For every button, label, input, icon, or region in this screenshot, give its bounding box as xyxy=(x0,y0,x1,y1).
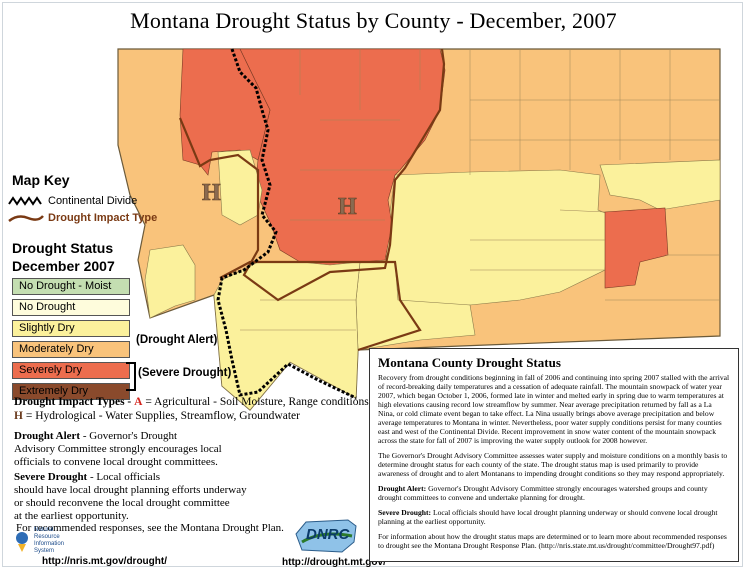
severe-drought-note: Severe Drought - Local officials should … xyxy=(14,471,247,523)
nris-logo: Natural Resource Information System xyxy=(14,524,74,554)
continental-divide-icon xyxy=(8,196,42,206)
responses-note: For recommended responses, see the Monta… xyxy=(16,522,284,534)
drought-impact-boundary xyxy=(178,48,446,302)
severe-text4: at the earliest opportunity. xyxy=(14,510,129,522)
status-box-title: Montana County Drought Status xyxy=(378,355,561,370)
alert-text3: officials to convene local drought commi… xyxy=(14,456,218,468)
impact-types-lead: Drought Impact Types - xyxy=(14,396,132,408)
map-label-h-central: H xyxy=(338,194,357,220)
status-box-p2: The Governor's Drought Advisory Committe… xyxy=(378,451,728,478)
legend-swatch-no-drought: No Drought xyxy=(12,299,130,316)
map-label-h-west: H xyxy=(202,180,221,206)
drought-url[interactable]: http://drought.mt.gov/ xyxy=(282,557,386,568)
region-slightly-dry-east2 xyxy=(599,159,721,211)
nris-line1: Natural Resource xyxy=(34,527,60,540)
alert-term: Drought Alert xyxy=(14,430,81,442)
p3-term: Drought Alert: xyxy=(378,484,427,493)
impact-type-key: Drought Impact Type xyxy=(8,212,157,224)
county-lines xyxy=(240,49,720,331)
severe-text3: or should reconvene the local drought co… xyxy=(14,497,230,509)
severe-drought-tag: (Severe Drought) xyxy=(138,367,232,379)
drought-alert-tag: (Drought Alert) xyxy=(136,334,218,346)
nris-line3: System xyxy=(34,548,55,554)
impact-a-letter: A xyxy=(134,396,143,408)
continental-divide-key: Continental Divide xyxy=(8,195,137,207)
dnrc-logo-text: DNRC xyxy=(306,526,350,543)
status-box-p4: Severe Drought: Local officials should h… xyxy=(378,508,730,526)
page-title: Montana Drought Status by County - Decem… xyxy=(130,8,617,33)
legend-swatch-severely-dry: Severely Dry xyxy=(12,362,130,379)
p4-term: Severe Drought: xyxy=(378,508,432,517)
drought-alert-note: Drought Alert - Governor's Drought Advis… xyxy=(14,430,222,469)
nris-url[interactable]: http://nris.mt.gov/drought/ xyxy=(42,556,167,567)
legend-swatch-moderately-dry: Moderately Dry xyxy=(12,341,130,358)
severe-text1: - Local officials xyxy=(87,471,161,483)
drought-status-date: December 2007 xyxy=(12,258,115,274)
legend-swatch-extremely-dry: Extremely Dry xyxy=(12,383,130,400)
impact-a-text: = Agricultural - Soil Moisture, Range co… xyxy=(145,396,369,408)
continental-divide-label: Continental Divide xyxy=(48,195,138,207)
severe-bracket xyxy=(126,362,136,391)
dnrc-logo: DNRC xyxy=(292,512,360,556)
map-key-title: Map Key xyxy=(12,172,70,188)
alert-text2: Advisory Committee strongly encourages l… xyxy=(14,443,222,455)
continental-divide-line xyxy=(216,48,357,400)
nris-line2: Information xyxy=(34,541,65,547)
region-slightly-dry-west xyxy=(144,244,196,319)
p3-text: Governor's Drought Advisory Committee st… xyxy=(378,484,708,502)
impact-types-h: H = Hydrological - Water Supplies, Strea… xyxy=(14,410,300,423)
p4-text: Local officials should have local drough… xyxy=(378,508,718,526)
legend-swatch-slightly-dry: Slightly Dry xyxy=(12,320,130,337)
county-drought-status-box: Montana County Drought Status Recovery f… xyxy=(369,348,739,562)
region-severely-dry-east xyxy=(604,207,669,289)
drought-status-title: Drought Status xyxy=(12,240,114,256)
severe-term: Severe Drought xyxy=(14,471,88,483)
alert-text1: - Governor's Drought xyxy=(80,430,178,442)
severe-text2: should have local drought planning effor… xyxy=(14,484,247,496)
status-box-p1: Recovery from drought conditions beginni… xyxy=(378,373,730,445)
region-slightly-dry-southwest xyxy=(213,261,361,411)
impact-line-icon xyxy=(8,215,44,223)
legend-swatch-no-drought-moist: No Drought - Moist xyxy=(12,278,130,295)
impact-types-a: Drought Impact Types - A = Agricultural … xyxy=(14,396,369,409)
impact-h-letter: H xyxy=(14,410,23,422)
impact-h-text: = Hydrological - Water Supplies, Streamf… xyxy=(25,410,300,422)
status-box-p3: Drought Alert: Governor's Drought Adviso… xyxy=(378,484,730,502)
impact-type-label: Drought Impact Type xyxy=(48,212,158,224)
status-box-p5: For information about how the drought st… xyxy=(378,532,727,550)
